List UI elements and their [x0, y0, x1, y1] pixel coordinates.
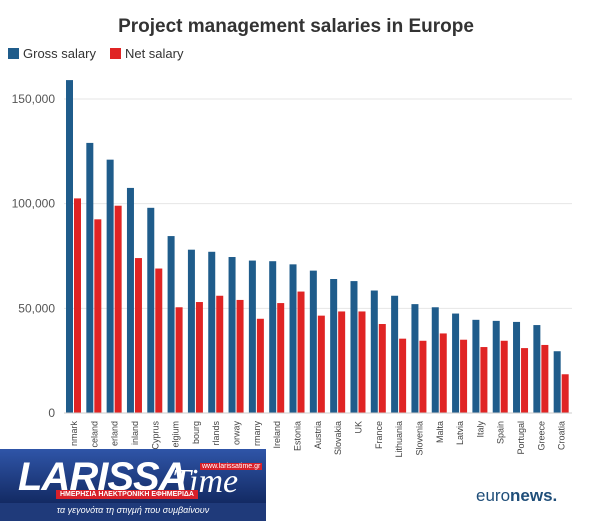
- bar-gross: [452, 313, 460, 413]
- bar-net: [561, 374, 569, 413]
- x-tick-label: rlands: [211, 421, 221, 446]
- bar-net: [277, 303, 285, 413]
- x-tick-label: inland: [130, 421, 140, 445]
- logo-subtitle: ΗΜΕΡΗΣΙΑ ΗΛΕΚΤΡΟΝΙΚΗ ΕΦΗΜΕΡΙΔΑ: [56, 490, 198, 499]
- x-tick-label: France: [374, 421, 384, 449]
- bar-gross: [431, 307, 439, 413]
- x-tick-label: Slovenia: [414, 421, 424, 456]
- bar-gross: [391, 295, 399, 413]
- bar-net: [378, 324, 386, 413]
- x-tick-label: rmany: [252, 421, 262, 447]
- y-tick-label: 150,000: [12, 92, 56, 106]
- bar-gross: [513, 321, 521, 413]
- logo-tagline: τα γεγονότα τη στιγμή που συμβαίνουν: [56, 505, 210, 515]
- bar-net: [155, 268, 163, 413]
- bar-net: [94, 219, 102, 413]
- bar-net: [134, 258, 142, 413]
- bar-net: [216, 295, 224, 413]
- x-tick-label: bourg: [191, 421, 201, 444]
- x-tick-label: Italy: [475, 421, 485, 438]
- bar-net: [256, 318, 264, 413]
- x-tick-label: Croatia: [557, 421, 567, 450]
- bar-gross: [492, 320, 500, 413]
- bar-net: [480, 347, 488, 413]
- bar-net: [297, 291, 305, 413]
- bar-gross: [472, 319, 480, 413]
- chart-title: Project management salaries in Europe: [118, 16, 474, 37]
- bar-gross: [248, 260, 256, 413]
- y-tick-label: 50,000: [18, 301, 55, 315]
- x-tick-label: orway: [232, 421, 242, 446]
- bar-gross: [66, 80, 73, 413]
- bar-net: [541, 344, 549, 413]
- bar-gross: [147, 207, 155, 413]
- y-tick-label: 100,000: [12, 197, 56, 211]
- legend-swatch-gross: [8, 48, 19, 59]
- bar-gross: [86, 142, 94, 413]
- x-tick-label: celand: [89, 421, 99, 448]
- x-tick-label: Malta: [435, 421, 445, 443]
- bar-net: [74, 198, 81, 413]
- bar-gross: [533, 325, 541, 413]
- x-tick-label: Portugal: [516, 421, 526, 455]
- bar-net: [358, 311, 366, 413]
- x-tick-label: Spain: [496, 421, 506, 444]
- brand-part-euro: euro: [476, 486, 511, 505]
- legend-item-gross[interactable]: Gross salary: [8, 46, 96, 61]
- bar-net: [175, 307, 183, 413]
- chart-legend: Gross salary Net salary: [8, 46, 184, 61]
- bar-net: [439, 333, 447, 413]
- x-tick-label: Estonia: [293, 421, 303, 451]
- bar-net: [317, 315, 325, 413]
- x-tick-label: Ireland: [272, 421, 282, 449]
- legend-swatch-net: [109, 48, 121, 59]
- x-tick-label: erland: [110, 421, 120, 446]
- larissa-time-logo: LARISSA Time www.larissatime.gr ΗΜΕΡΗΣΙΑ…: [0, 449, 266, 521]
- bar-gross: [350, 281, 358, 413]
- euronews-brand: euronews.: [476, 486, 557, 506]
- legend-label-net: Net salary: [124, 46, 184, 61]
- x-tick-label: Cyprus: [150, 421, 160, 450]
- bar-gross: [411, 304, 419, 413]
- x-tick-label: Austria: [313, 421, 323, 449]
- bar-net: [114, 205, 122, 413]
- y-tick-label: 0: [48, 406, 55, 420]
- x-tick-label: elgium: [171, 421, 181, 448]
- bar-gross: [167, 236, 175, 413]
- x-tick-label: Latvia: [455, 421, 465, 445]
- bar-gross: [289, 264, 297, 413]
- legend-item-net[interactable]: Net salary: [109, 46, 184, 61]
- x-tick-label: nmark: [69, 421, 79, 447]
- bar-gross: [208, 251, 216, 413]
- bar-net: [195, 302, 203, 413]
- x-tick-label: UK: [353, 421, 363, 434]
- bar-gross: [269, 261, 277, 413]
- bar-gross: [370, 290, 378, 413]
- bar-gross: [126, 187, 134, 413]
- logo-url: www.larissatime.gr: [200, 463, 263, 470]
- bar-net: [500, 340, 508, 413]
- bar-net: [338, 311, 346, 413]
- x-tick-label: Lithuania: [394, 421, 404, 458]
- bar-net: [460, 339, 468, 413]
- bar-gross: [553, 351, 561, 413]
- brand-part-news: news.: [510, 486, 558, 505]
- bar-net: [399, 338, 407, 413]
- bar-net: [521, 348, 529, 413]
- bar-gross: [309, 270, 317, 413]
- bar-gross: [187, 249, 195, 413]
- legend-label-gross: Gross salary: [23, 46, 96, 61]
- bar-gross: [330, 279, 338, 413]
- bar-net: [236, 299, 244, 413]
- bar-net: [419, 340, 427, 413]
- x-tick-label: Slovakia: [333, 421, 343, 455]
- x-tick-label: Greece: [536, 421, 546, 451]
- bar-gross: [228, 257, 236, 413]
- bar-gross: [106, 159, 114, 413]
